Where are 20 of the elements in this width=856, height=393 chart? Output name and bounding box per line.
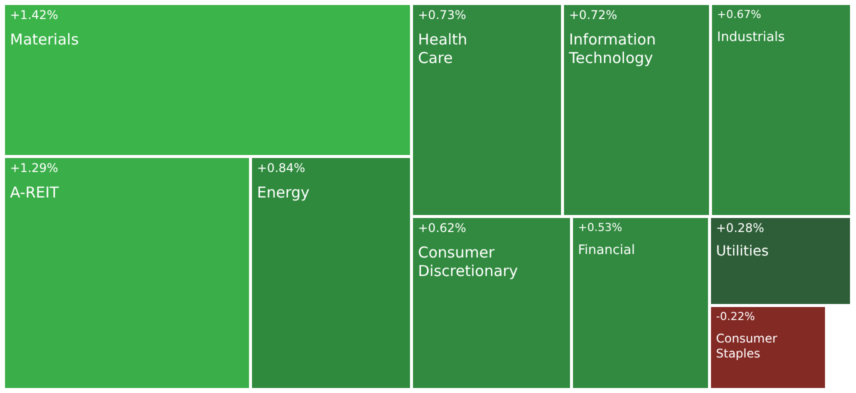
category-label: A-REIT [10,183,60,202]
data-label: +0.73% [418,8,466,22]
data-label: -0.22% [716,310,755,323]
data-label: +0.72% [569,8,618,22]
category-label: Information Technology [568,30,656,67]
category-label: Industrials [717,30,785,46]
category-label: Energy [257,183,310,202]
data-label: +0.53% [578,221,622,234]
category-label: Materials [10,30,79,48]
data-label: +1.29% [10,161,58,175]
category-label: Consumer Discretionary [418,243,518,280]
category-label: Utilities [716,244,769,260]
data-label: +0.28% [716,221,764,235]
data-label: +1.42% [10,8,58,22]
category-label: Health Care [418,30,468,67]
data-label: +0.67% [717,8,762,21]
category-label: Consumer Staples [716,332,778,361]
data-label: +0.62% [418,221,466,235]
category-label: Financial [578,243,635,258]
data-label: +0.84% [257,161,306,175]
